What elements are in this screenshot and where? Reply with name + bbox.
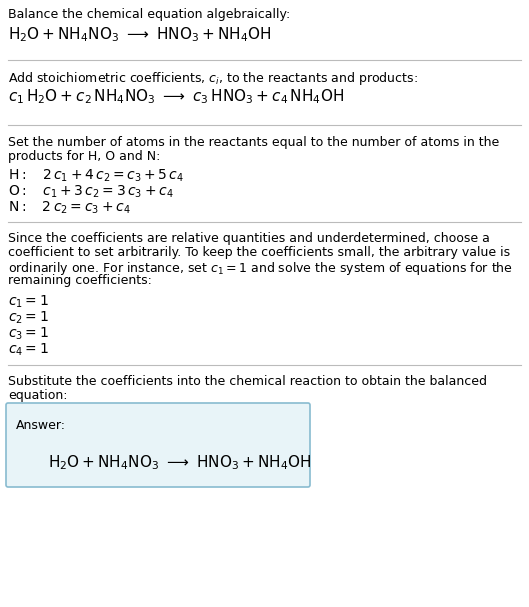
Text: Set the number of atoms in the reactants equal to the number of atoms in the: Set the number of atoms in the reactants… <box>8 136 499 149</box>
Text: Since the coefficients are relative quantities and underdetermined, choose a: Since the coefficients are relative quan… <box>8 232 490 245</box>
Text: $c_4 = 1$: $c_4 = 1$ <box>8 342 49 358</box>
Text: ordinarily one. For instance, set $c_1 = 1$ and solve the system of equations fo: ordinarily one. For instance, set $c_1 =… <box>8 260 513 277</box>
Text: equation:: equation: <box>8 389 68 402</box>
Text: Balance the chemical equation algebraically:: Balance the chemical equation algebraica… <box>8 8 290 21</box>
Text: coefficient to set arbitrarily. To keep the coefficients small, the arbitrary va: coefficient to set arbitrarily. To keep … <box>8 246 510 259</box>
Text: $c_1 = 1$: $c_1 = 1$ <box>8 294 49 310</box>
Text: $c_3 = 1$: $c_3 = 1$ <box>8 326 49 342</box>
Text: $\mathrm{H_2O + NH_4NO_3 \ \longrightarrow \ HNO_3 + NH_4OH}$: $\mathrm{H_2O + NH_4NO_3 \ \longrightarr… <box>48 453 312 472</box>
Text: products for H, O and N:: products for H, O and N: <box>8 150 160 163</box>
Text: $\mathrm{H_2O + NH_4NO_3 \ \longrightarrow \ HNO_3 + NH_4OH}$: $\mathrm{H_2O + NH_4NO_3 \ \longrightarr… <box>8 25 271 44</box>
Text: Substitute the coefficients into the chemical reaction to obtain the balanced: Substitute the coefficients into the che… <box>8 375 487 388</box>
Text: $c_2 = 1$: $c_2 = 1$ <box>8 310 49 327</box>
Text: $c_1\,\mathrm{H_2O} + c_2\,\mathrm{NH_4NO_3 \ \longrightarrow \ } c_3\,\mathrm{H: $c_1\,\mathrm{H_2O} + c_2\,\mathrm{NH_4N… <box>8 87 344 106</box>
Text: $\mathrm{N}\mathrm{:} \quad 2\,c_2 = c_3 + c_4$: $\mathrm{N}\mathrm{:} \quad 2\,c_2 = c_3… <box>8 200 131 217</box>
Text: remaining coefficients:: remaining coefficients: <box>8 274 152 287</box>
Text: $\mathrm{O}\mathrm{:} \quad c_1 + 3\,c_2 = 3\,c_3 + c_4$: $\mathrm{O}\mathrm{:} \quad c_1 + 3\,c_2… <box>8 184 174 200</box>
FancyBboxPatch shape <box>6 403 310 487</box>
Text: $\mathrm{H}\mathrm{:} \quad 2\,c_1 + 4\,c_2 = c_3 + 5\,c_4$: $\mathrm{H}\mathrm{:} \quad 2\,c_1 + 4\,… <box>8 168 184 185</box>
Text: Add stoichiometric coefficients, $c_i$, to the reactants and products:: Add stoichiometric coefficients, $c_i$, … <box>8 70 418 87</box>
Text: Answer:: Answer: <box>16 419 66 432</box>
